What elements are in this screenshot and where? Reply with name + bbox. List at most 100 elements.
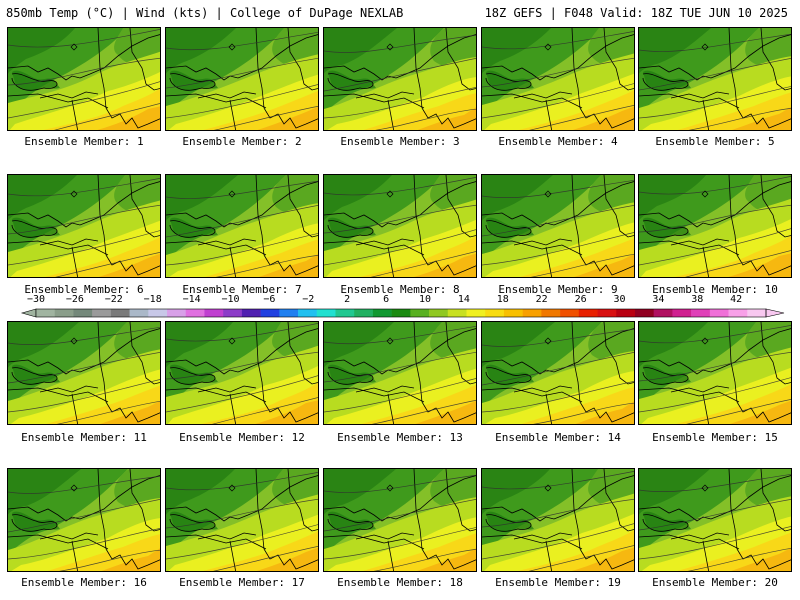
colorbar-tick-label: 6 — [383, 294, 390, 305]
colorbar-swatch — [92, 309, 112, 317]
ensemble-member-map-13 — [323, 321, 477, 425]
ensemble-member-label-12: Ensemble Member: 12 — [179, 431, 305, 444]
ensemble-member-map-2 — [165, 27, 319, 131]
ensemble-member-map-8 — [323, 174, 477, 278]
colorbar-swatch — [560, 309, 580, 317]
colorbar-swatch — [36, 309, 56, 317]
map-title: 850mb Temp (°C) | Wind (kts) | College o… — [6, 6, 404, 20]
colorbar-min-arrow — [20, 308, 37, 318]
colorbar-tick-label: 2 — [344, 294, 351, 305]
colorbar-swatch — [335, 309, 355, 317]
ensemble-member-label-2: Ensemble Member: 2 — [182, 135, 302, 148]
ensemble-member-label-9: Ensemble Member: 9 — [498, 283, 618, 296]
ensemble-member-map-7 — [165, 174, 319, 278]
colorbar-swatch — [597, 309, 617, 317]
colorbar-swatch — [578, 309, 598, 317]
ensemble-member-label-13: Ensemble Member: 13 — [337, 431, 463, 444]
ensemble-member-label-18: Ensemble Member: 18 — [337, 576, 463, 589]
colorbar-strip — [20, 308, 785, 318]
colorbar-swatch — [223, 309, 243, 317]
colorbar-swatch — [316, 309, 336, 317]
colorbar-swatch — [447, 309, 467, 317]
colorbar-swatch — [241, 309, 261, 317]
temperature-colorbar: −30 −26 −22 −18 −14 −10 −6 −2 2 6 10 14 18 22 26 30 34 38… — [0, 294, 800, 324]
ensemble-member-label-10: Ensemble Member: 10 — [652, 283, 778, 296]
colorbar-swatch — [167, 309, 187, 317]
ensemble-member-map-9 — [481, 174, 635, 278]
colorbar-swatch — [110, 309, 130, 317]
colorbar-swatch — [73, 309, 93, 317]
colorbar-swatch — [204, 309, 224, 317]
ensemble-member-label-7: Ensemble Member: 7 — [182, 283, 302, 296]
colorbar-swatch — [129, 309, 149, 317]
colorbar-swatch — [260, 309, 280, 317]
ensemble-member-map-6 — [7, 174, 161, 278]
colorbar-swatch — [466, 309, 486, 317]
ensemble-member-map-11 — [7, 321, 161, 425]
colorbar-tick-label: 14 — [457, 294, 470, 305]
colorbar-tick-label: −10 — [221, 294, 240, 305]
colorbar-tick-label: −18 — [143, 294, 162, 305]
colorbar-tick-label: −14 — [182, 294, 201, 305]
colorbar-tick-label: 38 — [691, 294, 704, 305]
ensemble-member-label-8: Ensemble Member: 8 — [340, 283, 460, 296]
ensemble-member-label-3: Ensemble Member: 3 — [340, 135, 460, 148]
colorbar-swatch — [653, 309, 673, 317]
colorbar-swatch — [672, 309, 692, 317]
colorbar-swatch — [634, 309, 654, 317]
ensemble-member-map-10 — [638, 174, 792, 278]
ensemble-member-label-17: Ensemble Member: 17 — [179, 576, 305, 589]
colorbar-tick-label: 34 — [652, 294, 665, 305]
colorbar-swatch — [279, 309, 299, 317]
colorbar-swatch — [616, 309, 636, 317]
ensemble-member-map-12 — [165, 321, 319, 425]
colorbar-max-arrow — [765, 308, 785, 318]
colorbar-swatch — [728, 309, 748, 317]
colorbar-swatch — [372, 309, 392, 317]
colorbar-tick-label: 42 — [730, 294, 743, 305]
colorbar-swatch — [410, 309, 430, 317]
ensemble-member-label-11: Ensemble Member: 11 — [21, 431, 147, 444]
colorbar-swatch — [354, 309, 374, 317]
colorbar-tick-label: 18 — [496, 294, 509, 305]
ensemble-member-map-16 — [7, 468, 161, 572]
ensemble-member-map-1 — [7, 27, 161, 131]
ensemble-member-map-14 — [481, 321, 635, 425]
colorbar-swatch — [298, 309, 318, 317]
colorbar-swatch — [747, 309, 767, 317]
ensemble-member-label-1: Ensemble Member: 1 — [24, 135, 144, 148]
colorbar-tick-label: 10 — [418, 294, 432, 305]
colorbar-swatch — [541, 309, 561, 317]
colorbar-swatch — [429, 309, 449, 317]
ensemble-member-label-14: Ensemble Member: 14 — [495, 431, 621, 444]
ensemble-member-map-19 — [481, 468, 635, 572]
colorbar-swatch — [522, 309, 542, 317]
ensemble-member-label-20: Ensemble Member: 20 — [652, 576, 778, 589]
ensemble-member-label-6: Ensemble Member: 6 — [24, 283, 144, 296]
colorbar-swatch — [503, 309, 523, 317]
colorbar-swatch — [54, 309, 74, 317]
model-run-info: 18Z GEFS | F048 Valid: 18Z TUE JUN 10 20… — [484, 6, 788, 20]
ensemble-member-map-3 — [323, 27, 477, 131]
ensemble-member-label-4: Ensemble Member: 4 — [498, 135, 618, 148]
ensemble-member-map-15 — [638, 321, 792, 425]
colorbar-tick-label: −22 — [104, 294, 123, 305]
ensemble-member-label-19: Ensemble Member: 19 — [495, 576, 621, 589]
colorbar-swatch — [185, 309, 205, 317]
colorbar-swatch — [391, 309, 411, 317]
ensemble-member-map-4 — [481, 27, 635, 131]
colorbar-tick-label: 26 — [574, 294, 587, 305]
colorbar-tick-label: 30 — [613, 294, 626, 305]
ensemble-member-label-16: Ensemble Member: 16 — [21, 576, 147, 589]
colorbar-swatch — [709, 309, 729, 317]
ensemble-member-label-15: Ensemble Member: 15 — [652, 431, 778, 444]
colorbar-tick-label: 22 — [535, 294, 548, 305]
colorbar-tick-label: −6 — [263, 294, 276, 305]
ensemble-member-map-5 — [638, 27, 792, 131]
colorbar-swatch — [485, 309, 505, 317]
colorbar-tick-label: −26 — [65, 294, 84, 305]
ensemble-member-map-17 — [165, 468, 319, 572]
colorbar-swatch — [691, 309, 711, 317]
ensemble-member-map-20 — [638, 468, 792, 572]
ensemble-member-map-18 — [323, 468, 477, 572]
